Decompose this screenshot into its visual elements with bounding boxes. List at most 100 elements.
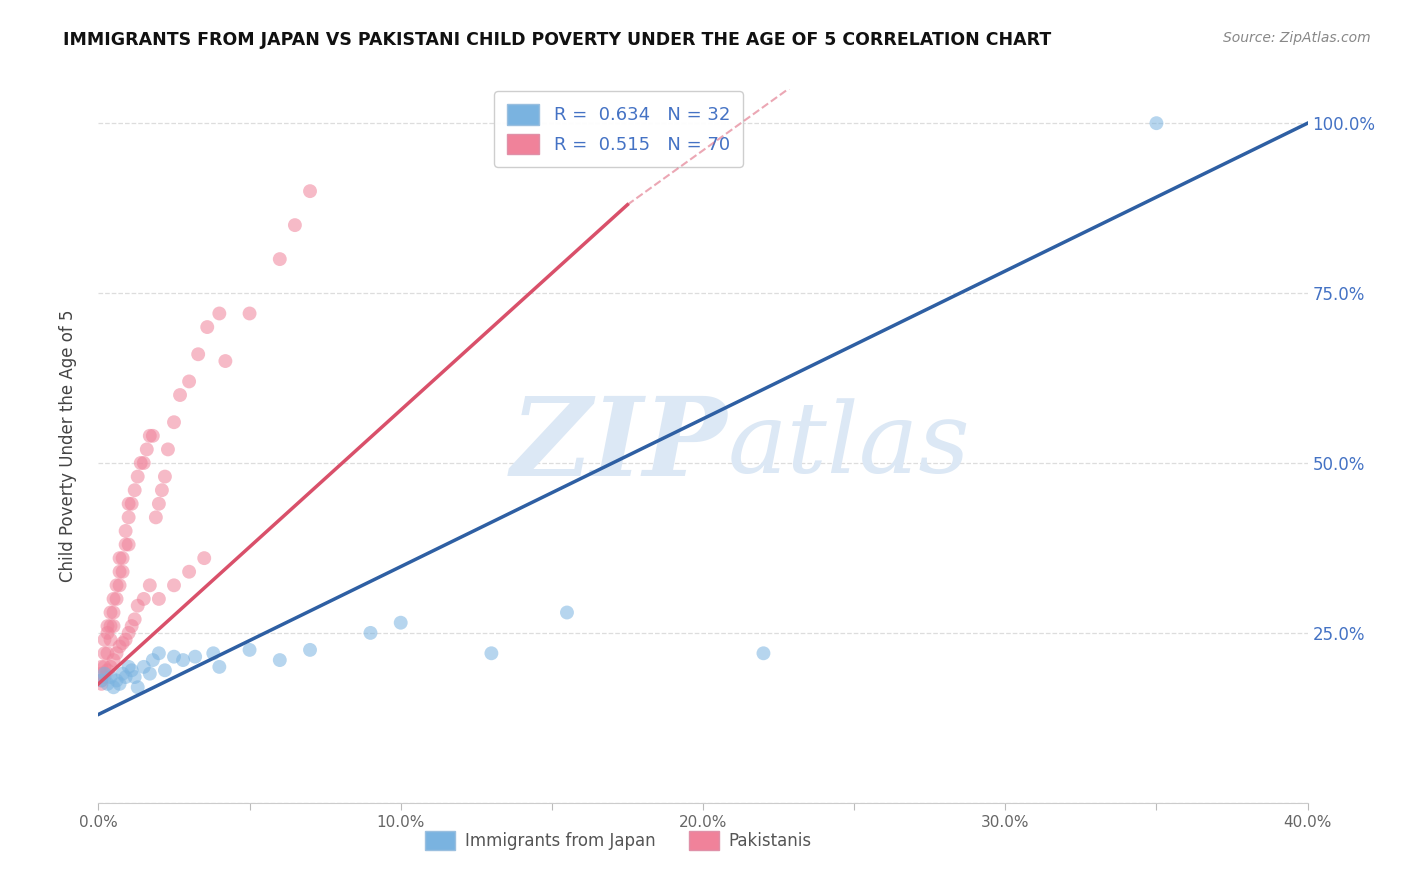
Point bbox=[93, 660, 115, 674]
Point bbox=[142, 653, 165, 667]
Point bbox=[103, 680, 125, 694]
Point bbox=[90, 673, 112, 688]
Point bbox=[111, 551, 134, 566]
Text: Source: ZipAtlas.com: Source: ZipAtlas.com bbox=[1223, 31, 1371, 45]
Point bbox=[118, 660, 141, 674]
Point bbox=[96, 646, 118, 660]
Point bbox=[214, 354, 236, 368]
Point bbox=[93, 670, 115, 684]
Point bbox=[208, 660, 231, 674]
Text: IMMIGRANTS FROM JAPAN VS PAKISTANI CHILD POVERTY UNDER THE AGE OF 5 CORRELATION : IMMIGRANTS FROM JAPAN VS PAKISTANI CHILD… bbox=[63, 31, 1052, 49]
Point bbox=[111, 666, 134, 681]
Point bbox=[114, 670, 136, 684]
Point bbox=[90, 673, 112, 688]
Point bbox=[124, 670, 146, 684]
Point bbox=[103, 591, 125, 606]
Point bbox=[96, 619, 118, 633]
Point bbox=[148, 591, 170, 606]
Point bbox=[118, 626, 141, 640]
Point bbox=[108, 565, 131, 579]
Legend: Immigrants from Japan, Pakistanis: Immigrants from Japan, Pakistanis bbox=[416, 822, 820, 859]
Point bbox=[124, 612, 146, 626]
Point bbox=[124, 483, 146, 498]
Point bbox=[108, 677, 131, 691]
Point bbox=[118, 510, 141, 524]
Point bbox=[108, 551, 131, 566]
Point bbox=[148, 646, 170, 660]
Text: atlas: atlas bbox=[727, 399, 970, 493]
Point bbox=[127, 599, 149, 613]
Point bbox=[114, 524, 136, 538]
Point bbox=[193, 551, 215, 566]
Point bbox=[132, 591, 155, 606]
Point bbox=[96, 663, 118, 677]
Point bbox=[139, 429, 162, 443]
Point bbox=[96, 677, 118, 691]
Point bbox=[153, 469, 176, 483]
Point bbox=[90, 666, 112, 681]
Point bbox=[132, 660, 155, 674]
Point bbox=[139, 578, 162, 592]
Point bbox=[184, 649, 207, 664]
Point bbox=[179, 375, 201, 389]
Point bbox=[195, 320, 218, 334]
Point bbox=[239, 306, 262, 320]
Point bbox=[105, 646, 128, 660]
Point bbox=[153, 663, 176, 677]
Point bbox=[555, 606, 578, 620]
Point bbox=[108, 578, 131, 592]
Point bbox=[139, 666, 162, 681]
Point bbox=[187, 347, 209, 361]
Point bbox=[114, 632, 136, 647]
Point bbox=[118, 537, 141, 551]
Point bbox=[132, 456, 155, 470]
Point bbox=[145, 510, 167, 524]
Point bbox=[163, 649, 186, 664]
Point bbox=[360, 626, 382, 640]
Point bbox=[127, 680, 149, 694]
Point bbox=[103, 653, 125, 667]
Point bbox=[150, 483, 173, 498]
Point bbox=[202, 646, 225, 660]
Point bbox=[172, 653, 194, 667]
Y-axis label: Child Poverty Under the Age of 5: Child Poverty Under the Age of 5 bbox=[59, 310, 77, 582]
Point bbox=[96, 626, 118, 640]
Point bbox=[148, 497, 170, 511]
Point bbox=[284, 218, 307, 232]
Point bbox=[100, 660, 122, 674]
Point bbox=[299, 184, 322, 198]
Point bbox=[121, 497, 143, 511]
Point bbox=[93, 666, 115, 681]
Point bbox=[100, 670, 122, 684]
Point bbox=[103, 619, 125, 633]
Point bbox=[105, 591, 128, 606]
Point bbox=[93, 646, 115, 660]
Point bbox=[389, 615, 412, 630]
Point bbox=[100, 619, 122, 633]
Point bbox=[299, 643, 322, 657]
Point bbox=[127, 469, 149, 483]
Point bbox=[1144, 116, 1167, 130]
Point bbox=[100, 606, 122, 620]
Point bbox=[135, 442, 157, 457]
Point bbox=[90, 677, 112, 691]
Point bbox=[90, 660, 112, 674]
Point bbox=[118, 497, 141, 511]
Point bbox=[93, 632, 115, 647]
Point bbox=[169, 388, 191, 402]
Point bbox=[239, 643, 262, 657]
Text: ZIP: ZIP bbox=[510, 392, 727, 500]
Point bbox=[163, 415, 186, 429]
Point bbox=[179, 565, 201, 579]
Point bbox=[481, 646, 503, 660]
Point bbox=[100, 632, 122, 647]
Point bbox=[208, 306, 231, 320]
Point bbox=[142, 429, 165, 443]
Point bbox=[269, 252, 291, 266]
Point bbox=[105, 578, 128, 592]
Point bbox=[114, 537, 136, 551]
Point bbox=[108, 640, 131, 654]
Point bbox=[111, 565, 134, 579]
Point bbox=[121, 663, 143, 677]
Point bbox=[111, 636, 134, 650]
